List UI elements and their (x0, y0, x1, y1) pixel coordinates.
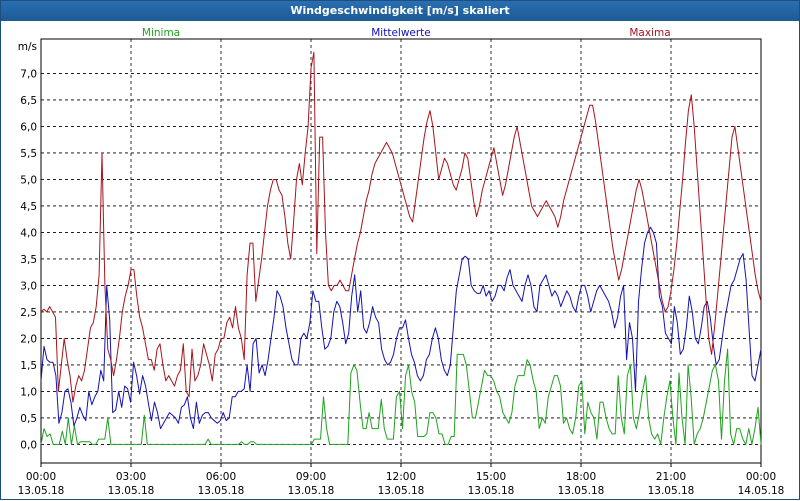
x-tick-date: 13.05.18 (648, 485, 695, 497)
x-tick-time: 03:00 (116, 471, 146, 483)
y-tick-label: 6,0 (20, 121, 37, 133)
x-tick-time: 00:00 (26, 471, 56, 483)
x-tick-time: 18:00 (566, 471, 596, 483)
x-tick-date: 13.05.18 (378, 485, 425, 497)
y-tick-label: 4,0 (20, 227, 37, 239)
x-tick-time: 00:00 (746, 471, 776, 483)
legend-maxima: Maxima (629, 27, 670, 39)
y-axis-unit: m/s (18, 41, 37, 53)
y-tick-label: 5,0 (20, 174, 37, 186)
series-line-minima (40, 348, 762, 445)
legend-mittelwerte: Mittelwerte (371, 27, 431, 39)
x-tick-date: 13.05.18 (18, 485, 65, 497)
plot-frame (40, 38, 762, 464)
y-tick-label: 5,5 (20, 148, 37, 160)
x-tick-date: 14.05.18 (738, 485, 785, 497)
y-tick-label: 2,5 (20, 307, 37, 319)
y-tick-label: 1,0 (20, 386, 37, 398)
y-tick-label: 4,5 (20, 201, 37, 213)
legend-minima: Minima (142, 27, 180, 39)
x-tick-time: 15:00 (476, 471, 506, 483)
window-title: Windgeschwindigkeit [m/s] skaliert (1, 1, 799, 21)
x-tick-date: 13.05.18 (198, 485, 245, 497)
series-line-maxima (40, 51, 762, 403)
y-tick-label: 1,5 (20, 360, 37, 372)
x-tick-time: 06:00 (206, 471, 236, 483)
x-tick-date: 13.05.18 (288, 485, 335, 497)
x-tick-time: 12:00 (386, 471, 416, 483)
x-tick-date: 13.05.18 (558, 485, 605, 497)
y-tick-label: 0,0 (20, 439, 37, 451)
series-layer (40, 51, 762, 445)
x-tick-date: 13.05.18 (108, 485, 155, 497)
y-tick-label: 7,0 (20, 68, 37, 80)
series-line-mittelwerte (40, 226, 762, 430)
y-tick-label: 6,5 (20, 95, 37, 107)
y-tick-label: 3,5 (20, 254, 37, 266)
x-tick-time: 09:00 (296, 471, 326, 483)
grid (40, 39, 762, 467)
y-tick-label: 2,0 (20, 333, 37, 345)
y-tick-label: 3,0 (20, 280, 37, 292)
y-tick-label: 0,5 (20, 413, 37, 425)
x-tick-time: 21:00 (656, 471, 686, 483)
x-tick-date: 13.05.18 (468, 485, 515, 497)
labels: 0,0 0,5 1,0 1,5 2,0 2,5 3,0 3,5 4,0 4,5 5,0 5,5 6,0 6… (18, 27, 785, 497)
